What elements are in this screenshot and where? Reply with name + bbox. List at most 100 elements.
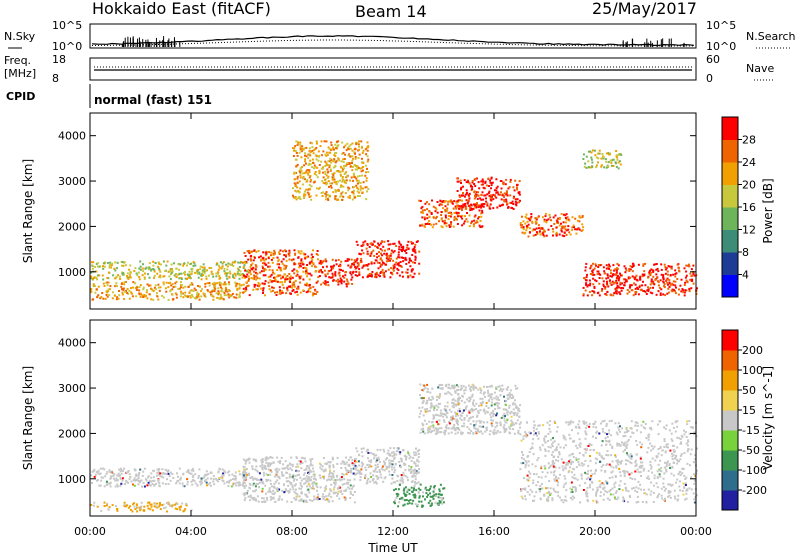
echo-cell [684,267,686,269]
echo-cell [222,480,224,482]
echo-cell [347,162,349,164]
echo-cell [428,220,430,222]
echo-cell [189,295,191,297]
echo-cell [238,481,240,483]
echo-cell [612,264,614,266]
echo-cell [367,155,369,157]
echo-cell [383,253,385,255]
echo-cell [679,285,681,287]
echo-cell [594,150,596,152]
echo-cell [677,264,679,266]
echo-cell [278,267,280,269]
echo-cell [328,270,330,272]
echo-cell [570,234,572,236]
echo-cell [250,484,252,486]
echo-cell [243,485,245,487]
echo-cell [168,282,170,284]
echo-cell [270,456,272,458]
echo-cell [597,292,599,294]
echo-cell [341,280,343,282]
echo-cell [607,273,609,275]
echo-cell [281,261,283,263]
echo-cell [479,398,481,400]
echo-cell [490,430,492,432]
echo-cell [295,499,297,501]
echo-cell [306,291,308,293]
echo-cell [189,271,191,273]
echo-cell [305,189,307,191]
echo-cell [252,289,254,291]
echo-cell [390,272,392,274]
echo-cell [216,282,218,284]
echo-cell [335,280,337,282]
echo-cell [595,166,597,168]
echo-cell [522,220,524,222]
echo-cell [204,267,206,269]
echo-cell [461,388,463,390]
echo-cell [500,424,502,426]
echo-cell [470,430,472,432]
echo-cell [486,202,488,204]
echo-cell [601,153,603,155]
echo-cell [343,474,345,476]
echo-cell [420,207,422,209]
echo-cell [366,464,368,466]
echo-cell [560,223,562,225]
echo-cell [444,405,446,407]
echo-cell [104,266,106,268]
echo-cell [318,188,320,190]
noise-search-label: N.Search [746,30,796,43]
echo-cell [279,281,281,283]
echo-cell [678,267,680,269]
echo-cell [290,278,292,280]
echo-cell [142,288,144,290]
echo-cell [535,223,537,225]
echo-cell [264,294,266,296]
echo-cell [517,432,519,434]
echo-cell [226,278,228,280]
echo-cell [568,220,570,222]
echo-cell [343,483,345,485]
echo-cell [589,267,591,269]
echo-cell [253,499,255,501]
echo-cell [395,463,397,465]
echo-cell [269,480,271,482]
echo-cell [471,188,473,190]
echo-cell [362,192,364,194]
echo-cell [297,286,299,288]
echo-cell [499,394,501,396]
echo-cell [226,269,228,271]
echo-cell [619,293,621,295]
echo-cell [235,275,237,277]
echo-cell [665,273,667,275]
echo-cell [211,273,213,275]
echo-cell [108,294,110,296]
echo-cell [146,291,148,293]
echo-cell [390,243,392,245]
echo-cell [355,473,357,475]
echo-cell [347,281,349,283]
echo-cell [325,258,327,260]
echo-cell [272,262,274,264]
echo-cell [383,461,385,463]
echo-cell [142,268,144,270]
echo-cell [388,459,390,461]
echo-cell [387,450,389,452]
echo-cell [379,471,381,473]
echo-cell [533,421,535,423]
echo-cell [326,191,328,193]
echo-cell [517,430,519,432]
echo-cell [421,224,423,226]
echo-cell [280,277,282,279]
echo-cell [373,470,375,472]
echo-cell [610,269,612,271]
echo-cell [119,276,121,278]
echo-cell [292,270,294,272]
echo-cell [146,297,148,299]
echo-cell [627,289,629,291]
noise-right-tick-top: 10^5 [706,19,736,32]
echo-cell [432,398,434,400]
echo-cell [377,464,379,466]
echo-cell [358,180,360,182]
echo-cell [460,385,462,387]
